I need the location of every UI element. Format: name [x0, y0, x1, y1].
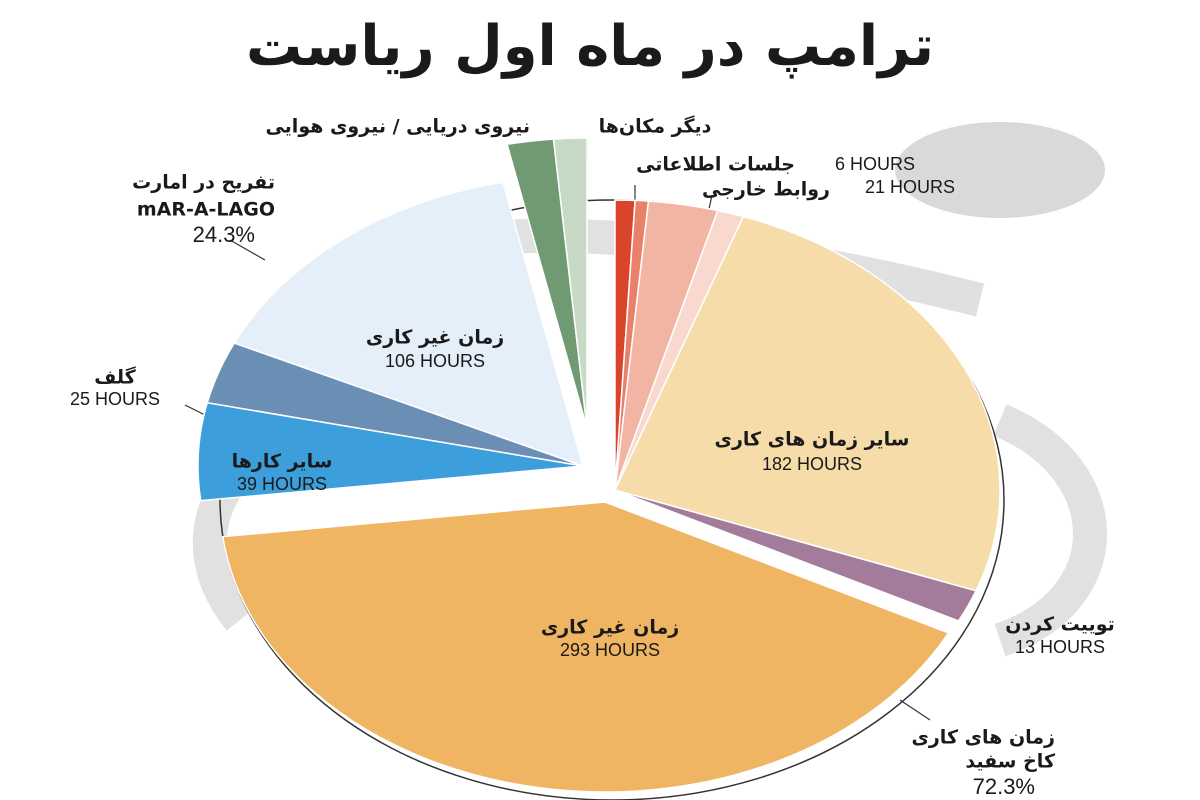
- group-share: 72.3%: [973, 774, 1035, 799]
- pie-slice: [221, 501, 950, 793]
- slice-label: گلف: [94, 366, 136, 389]
- slice-label: سایر زمان های کاری: [715, 429, 910, 451]
- slice-value-label: 21 HOURS: [865, 177, 955, 197]
- slice-label: زمان غیر کاری: [366, 327, 504, 349]
- slice-label: نیروی دریایی / نیروی هوایی: [265, 116, 530, 138]
- group-label: کاخ سفید: [965, 751, 1056, 773]
- chart-title: ترامپ در ماه اول ریاست: [246, 14, 934, 79]
- group-share: 24.3%: [193, 222, 255, 247]
- pie-slice: [614, 489, 978, 622]
- slice-value-label: 293 HOURS: [560, 640, 660, 660]
- pie-slice: [552, 137, 588, 429]
- slice-value-label: 13 HOURS: [1015, 637, 1105, 657]
- pie-outline: [219, 199, 1005, 800]
- pie-slice: [233, 181, 585, 468]
- slice-value-label: 25 HOURS: [70, 389, 160, 409]
- slice-label: توییت کردن: [1005, 614, 1115, 636]
- group-label: زمان های کاری: [911, 727, 1055, 749]
- slice-value-label: 182 HOURS: [762, 454, 862, 474]
- slice-value-label: 106 HOURS: [385, 351, 485, 371]
- slice-label: زمان غیر کاری: [541, 617, 679, 639]
- slice-label: روابط خارجی: [702, 179, 830, 201]
- slice-label: جلسات اطلاعاتی: [636, 154, 795, 176]
- group-label: تفریح در امارت: [132, 172, 275, 194]
- pie-slice: [197, 401, 584, 502]
- slice-value-label: 39 HOURS: [237, 474, 327, 494]
- slice-label: دیگر مکان‌ها: [599, 115, 712, 138]
- group-label: mAR-A-LAGO: [137, 199, 275, 221]
- slice-label: سایر کارها: [232, 451, 333, 473]
- pie-slice: [613, 215, 1001, 592]
- slice-value-label: 6 HOURS: [835, 154, 915, 174]
